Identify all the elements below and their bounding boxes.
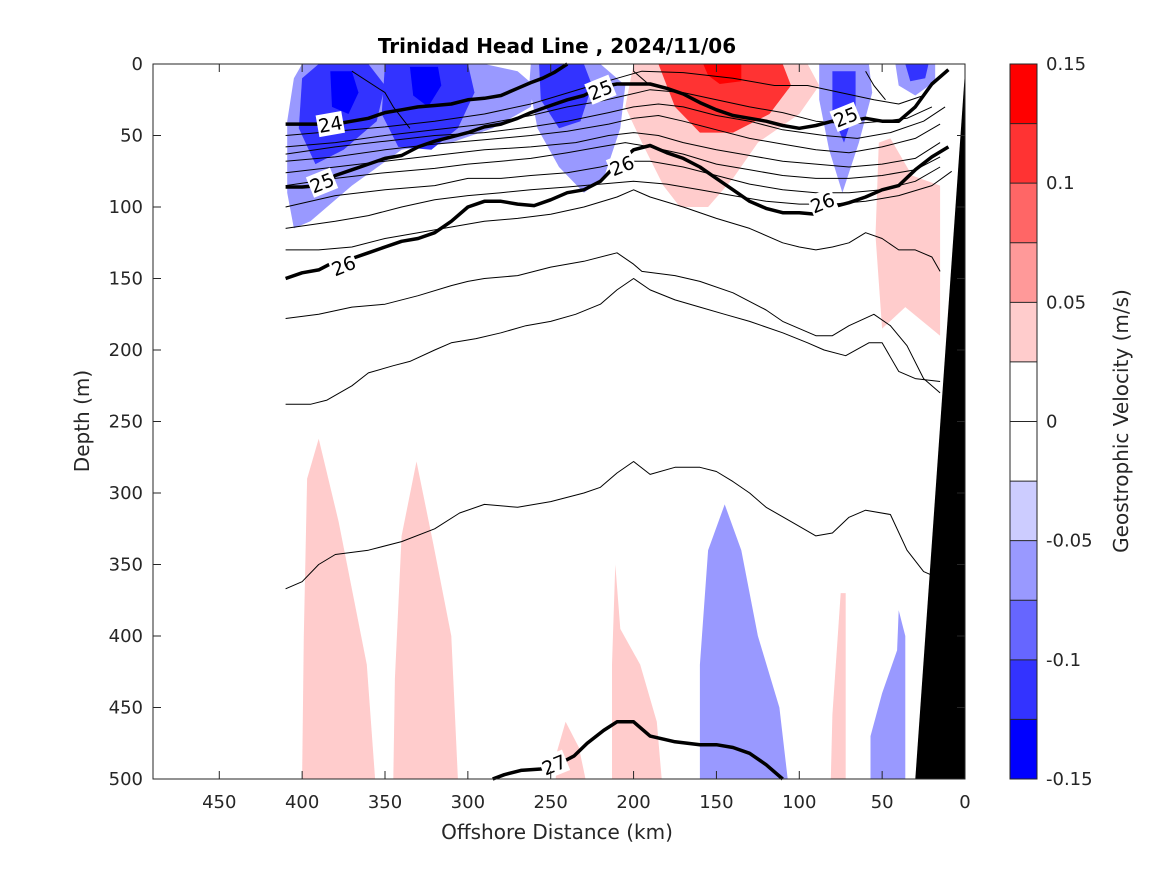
velocity-patch-19: [699, 504, 788, 779]
thick-isopycnal-24-0: [285, 62, 569, 126]
x-axis-ticks: 450 400 350 300 250 200 150 100 50 0: [202, 64, 971, 813]
x-tick-label: 350: [368, 792, 402, 813]
x-tick-label: 150: [699, 792, 733, 813]
x-tick-label: 200: [616, 792, 650, 813]
thin-isopycnal-3: [285, 70, 924, 136]
colorbar-tick-label: -0.15: [1046, 769, 1093, 790]
colorbar-segment-4: [1010, 302, 1037, 363]
colorbar-segment-3: [1010, 242, 1037, 303]
velocity-patch-15: [302, 438, 376, 779]
chart-title: Trinidad Head Line , 2024/11/06: [378, 34, 736, 58]
thin-isopycnal-14: [285, 461, 941, 590]
velocity-patch-1: [298, 64, 385, 165]
colorbar-segment-0: [1010, 64, 1037, 125]
velocity-patch-4: [409, 66, 442, 107]
isopycnal-label-1-bg: [305, 167, 339, 198]
x-axis-label: Offshore Distance (km): [441, 820, 673, 844]
x-tick-label: 50: [871, 792, 894, 813]
y-axis-label: Depth (m): [70, 370, 94, 472]
velocity-patch-13: [905, 64, 929, 82]
y-axis-ticks: 0 50 100 150 200 250 300 350 400 450 500: [109, 54, 965, 790]
colorbar-segment-2: [1010, 183, 1037, 244]
velocity-patch-20: [830, 593, 846, 779]
colorbar-segment-11: [1010, 719, 1037, 780]
colorbar-label: Geostrophic Velocity (m/s): [1109, 289, 1133, 553]
thin-isopycnal-6: [285, 115, 941, 162]
colorbar-segment-7: [1010, 481, 1037, 542]
y-tick-label: 300: [109, 483, 143, 504]
isopycnal-label-extra-3-bg: [806, 187, 839, 218]
colorbar-segment-8: [1010, 540, 1037, 601]
isopycnal-label-extra-0-bg: [584, 74, 617, 105]
thin-isopycnal-12: [285, 252, 941, 394]
thin-isopycnal-7: [285, 132, 941, 174]
y-tick-label: 400: [109, 626, 143, 647]
isopycnal-label-extra-1-bg: [829, 101, 862, 132]
x-tick-label: 250: [534, 792, 568, 813]
isopycnal-label-0: 24: [317, 112, 345, 138]
colorbar: [1009, 63, 1038, 780]
velocity-patch-2: [330, 71, 359, 114]
thin-isopycnal-13: [285, 278, 941, 405]
y-tick-label: 100: [109, 197, 143, 218]
bathymetry-shape: [915, 71, 965, 779]
thick-isopycnal-27-3: [492, 720, 784, 781]
isopycnal-label-3-bg: [537, 749, 571, 780]
colorbar-tick-label: 0.15: [1046, 54, 1086, 75]
colorbar-tick-label: -0.1: [1046, 650, 1081, 671]
velocity-patches: [287, 64, 941, 779]
x-tick-label: 300: [451, 792, 485, 813]
thin-isopycnal-9: [285, 160, 941, 208]
velocity-patch-6: [539, 64, 593, 129]
isopycnal-label-extra-2-bg: [605, 150, 639, 181]
thin-isopycnal-11: [285, 189, 941, 272]
colorbar-segment-6: [1010, 421, 1037, 482]
colorbar-tick-label: 0: [1046, 412, 1057, 433]
y-tick-label: 50: [120, 126, 143, 147]
x-tick-label: 100: [782, 792, 816, 813]
velocity-patch-16: [393, 461, 458, 779]
y-tick-label: 500: [109, 769, 143, 790]
thin-isopycnals: [285, 70, 952, 590]
thin-isopycnal-0: [351, 70, 411, 129]
y-tick-label: 450: [109, 698, 143, 719]
colorbar-frame: [1009, 63, 1038, 780]
bathymetry: [915, 71, 965, 779]
thin-isopycnal-5: [285, 103, 946, 155]
colorbar-segment-10: [1010, 659, 1037, 720]
isopycnal-label-0-bg: [315, 110, 346, 138]
colorbar-tick-label: 0.05: [1046, 292, 1086, 313]
y-tick-label: 150: [109, 269, 143, 290]
thin-isopycnal-8: [285, 142, 941, 187]
velocity-patch-18: [612, 564, 662, 779]
velocity-patch-21: [870, 610, 906, 779]
velocity-patch-9: [703, 64, 742, 84]
x-tick-label: 450: [202, 792, 236, 813]
x-tick-label: 400: [285, 792, 319, 813]
y-tick-label: 200: [109, 340, 143, 361]
x-tick-label: 0: [959, 792, 970, 813]
velocity-patch-8: [658, 64, 791, 133]
colorbar-segment-5: [1010, 361, 1037, 422]
isopycnal-label-2-bg: [327, 250, 360, 281]
y-tick-label: 350: [109, 555, 143, 576]
y-tick-label: 0: [132, 54, 143, 75]
colorbar-tick-label: -0.05: [1046, 531, 1093, 552]
colorbar-tick-label: 0.1: [1046, 173, 1075, 194]
y-tick-label: 250: [109, 412, 143, 433]
colorbar-ticks: 0.15 0.1 0.05 0 -0.05 -0.1 -0.15: [1046, 54, 1093, 790]
colorbar-segment-1: [1010, 123, 1037, 184]
colorbar-segment-9: [1010, 600, 1037, 661]
thin-isopycnal-2: [865, 70, 886, 101]
